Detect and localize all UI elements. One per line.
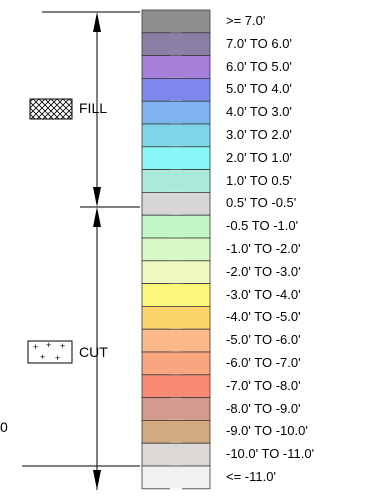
color-swatch-18 [141,419,211,444]
color-swatch-19 [141,442,211,467]
range-label-5: 3.0' TO 2.0' [226,127,292,142]
range-label-14: -5.0' TO -6.0' [226,332,301,348]
fill-label: FILL [79,100,108,116]
range-label-19: -10.0' TO -11.0' [226,446,315,462]
color-swatch-1 [141,32,211,56]
color-swatch-10 [141,237,211,262]
svg-text:+: + [33,342,38,352]
color-swatch-5 [141,123,211,148]
range-label-17: -8.0' TO -9.0' [226,400,301,416]
color-swatch-9 [141,214,211,239]
svg-text:+: + [55,353,60,363]
range-label-7: 1.0' TO 0.5' [226,172,292,188]
range-label-15: -6.0' TO -7.0' [226,355,301,370]
range-label-18: -9.0' TO -10.0' [226,423,308,439]
color-swatch-8 [141,191,211,216]
cut-label: CUT [79,344,108,360]
range-label-3: 5.0' TO 4.0' [226,81,292,97]
color-swatch-17 [141,397,211,421]
svg-text:+: + [46,340,51,350]
color-swatch-16 [141,374,211,398]
fill-hatch-swatch [29,98,73,120]
color-swatch-6 [141,146,211,171]
color-swatch-15 [141,351,211,376]
color-swatch-7 [141,169,211,193]
range-label-13: -4.0' TO -5.0' [226,309,301,325]
edge-fragment-text: 0 [0,419,8,435]
svg-text:+: + [60,341,65,351]
svg-text:+: + [40,352,45,362]
range-label-2: 6.0' TO 5.0' [226,58,292,74]
color-swatch-4 [141,100,211,125]
color-bar [141,9,211,490]
range-label-11: -2.0' TO -3.0' [226,263,301,279]
range-label-4: 4.0' TO 3.0' [226,104,292,120]
range-label-16: -7.0' TO -8.0' [226,377,301,393]
color-swatch-13 [141,305,211,330]
range-label-20: <= -11.0' [226,469,276,484]
range-label-12: -3.0' TO -4.0' [226,286,301,302]
color-swatch-12 [141,283,211,307]
dimension-lines [22,11,140,490]
range-label-6: 2.0' TO 1.0' [226,149,292,165]
color-swatch-20 [141,465,211,490]
range-label-0: >= 7.0' [226,13,266,28]
color-swatch-3 [141,78,211,102]
color-swatch-11 [141,260,211,284]
cut-dot-swatch: + + + + + [27,340,73,364]
range-label-8: 0.5' TO -0.5' [226,195,297,211]
color-swatch-14 [141,328,211,353]
color-swatch-0 [141,9,211,34]
range-label-9: -0.5 TO -1.0' [226,218,299,234]
color-swatch-2 [141,55,211,79]
range-label-10: -1.0' TO -2.0' [226,241,301,256]
range-label-1: 7.0' TO 6.0' [226,35,292,51]
